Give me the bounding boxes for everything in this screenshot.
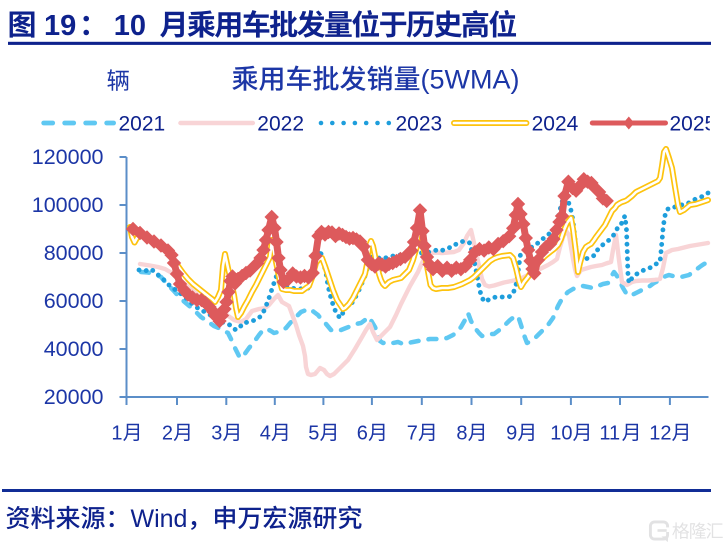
svg-text:6: 6: [357, 423, 368, 445]
svg-text:2: 2: [162, 423, 173, 445]
svg-text:60000: 60000: [44, 289, 104, 313]
svg-text:10: 10: [550, 423, 572, 445]
svg-text:5: 5: [308, 423, 319, 445]
svg-text:80000: 80000: [44, 241, 104, 265]
svg-text:11: 11: [599, 423, 620, 445]
svg-text:12: 12: [649, 423, 671, 445]
svg-text:19: 19: [44, 10, 76, 42]
svg-text:2021: 2021: [119, 113, 166, 136]
svg-text:1: 1: [111, 423, 122, 445]
svg-text:20000: 20000: [44, 385, 104, 409]
svg-text:2024: 2024: [532, 113, 579, 136]
svg-text:2025: 2025: [670, 113, 717, 136]
svg-text:3: 3: [211, 423, 222, 445]
svg-text:9: 9: [506, 423, 517, 445]
svg-text:7: 7: [407, 423, 418, 445]
svg-text:2022: 2022: [257, 113, 304, 136]
svg-text:40000: 40000: [44, 337, 104, 361]
svg-text:4: 4: [260, 423, 271, 445]
svg-text:8: 8: [456, 423, 467, 445]
svg-text:120000: 120000: [32, 145, 104, 169]
svg-text:100000: 100000: [32, 193, 104, 217]
svg-text:10: 10: [114, 10, 146, 42]
svg-text:Wind: Wind: [131, 505, 188, 533]
svg-text:(5WMA): (5WMA): [421, 65, 520, 95]
svg-text:2023: 2023: [396, 113, 443, 136]
